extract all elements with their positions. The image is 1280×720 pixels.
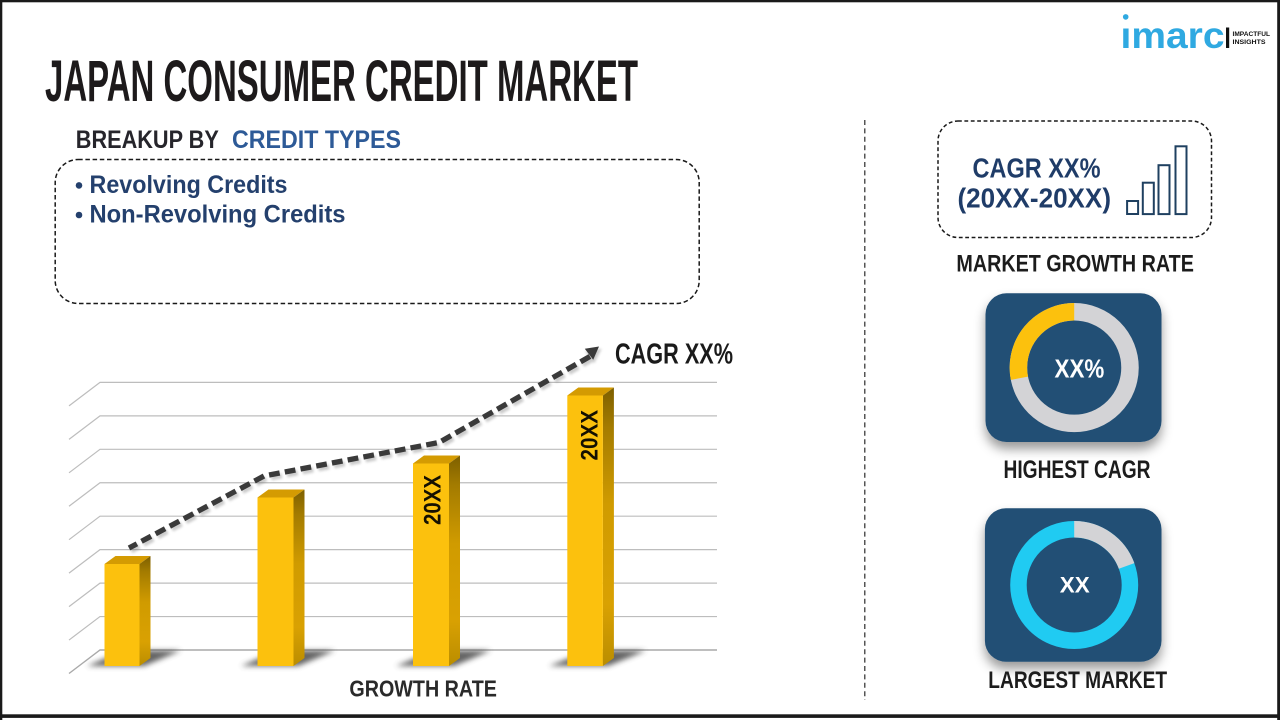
svg-text:HIGHEST CAGR: HIGHEST CAGR <box>1004 456 1151 484</box>
svg-text:Non-Revolving Credits: Non-Revolving Credits <box>90 201 346 229</box>
svg-text:XX%: XX% <box>1055 353 1105 383</box>
svg-text:GROWTH RATE: GROWTH RATE <box>349 676 497 702</box>
svg-text:IMPACTFUL: IMPACTFUL <box>1233 31 1271 38</box>
svg-text:MARKET GROWTH RATE: MARKET GROWTH RATE <box>956 251 1194 278</box>
svg-text:(20XX-20XX): (20XX-20XX) <box>958 183 1112 214</box>
svg-text:CAGR XX%: CAGR XX% <box>973 153 1101 184</box>
svg-text:LARGEST MARKET: LARGEST MARKET <box>988 667 1167 694</box>
svg-text:CREDIT TYPES: CREDIT TYPES <box>232 126 401 154</box>
svg-text:BREAKUP BY: BREAKUP BY <box>76 126 219 154</box>
svg-text:XX: XX <box>1060 572 1090 597</box>
svg-text:Revolving Credits: Revolving Credits <box>90 171 288 199</box>
svg-text:CAGR XX%: CAGR XX% <box>615 338 733 370</box>
svg-text:20XX: 20XX <box>419 474 446 525</box>
svg-text:20XX: 20XX <box>576 409 603 460</box>
svg-text:imarc: imarc <box>1121 15 1225 56</box>
svg-text:JAPAN CONSUMER CREDIT MARKET: JAPAN CONSUMER CREDIT MARKET <box>45 49 638 114</box>
svg-text:INSIGHTS: INSIGHTS <box>1233 39 1267 46</box>
